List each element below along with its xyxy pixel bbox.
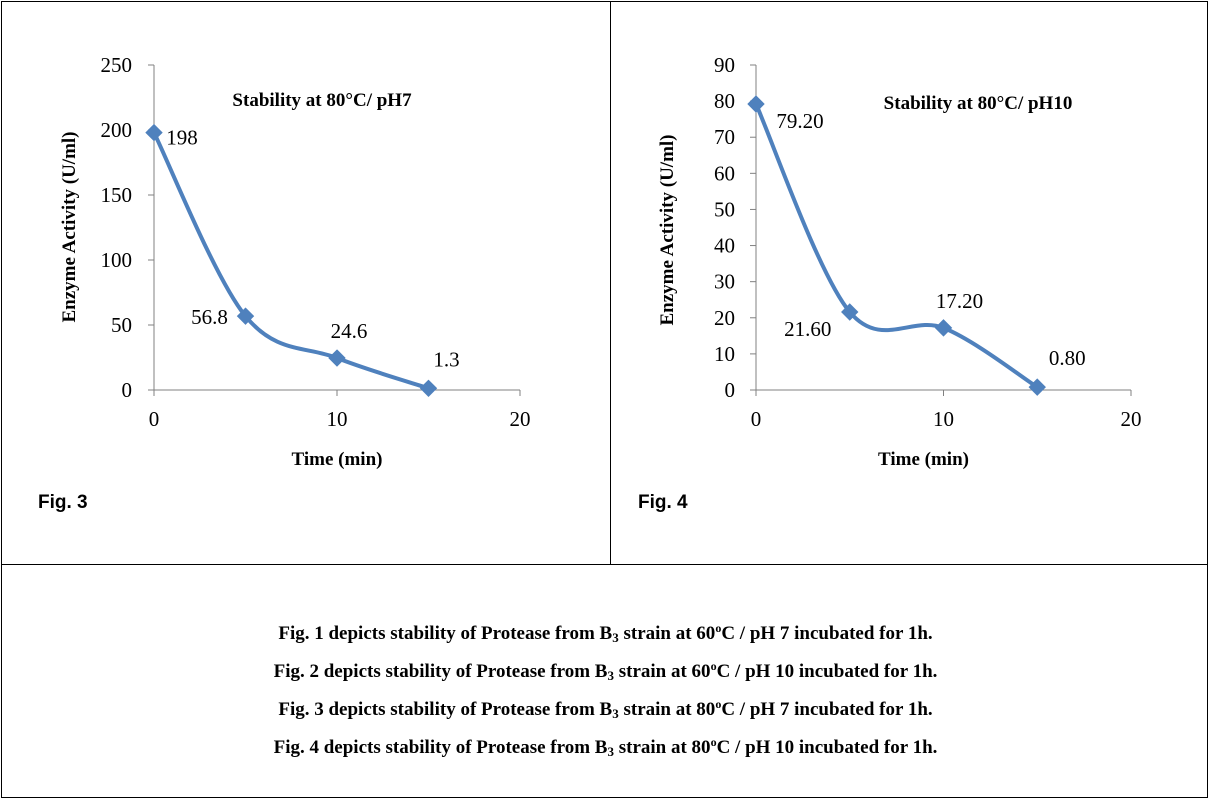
caption-line: Fig. 1 depicts stability of Protease fro… [278,621,933,645]
figure-label-4: Fig. 4 [638,492,688,513]
caption-list: Fig. 1 depicts stability of Protease fro… [2,615,1209,767]
data-point-marker [328,349,346,367]
y-tick-label: 0 [725,378,736,402]
x-tick-label: 20 [510,407,531,431]
y-axis-title: Enzyme Activity (U/ml) [59,131,80,322]
caption-line: Fig. 4 depicts stability of Protease fro… [273,735,938,759]
y-tick-label: 0 [122,378,133,402]
data-label: 21.60 [784,317,831,341]
y-tick-label: 250 [101,53,133,77]
chart-title: Stability at 80°C/ pH7 [232,90,412,111]
data-label: 198 [166,126,198,150]
x-tick-label: 0 [149,407,160,431]
data-point-marker [236,307,255,325]
data-label: 0.80 [1049,346,1086,370]
data-point-marker [934,319,953,337]
data-point-marker [841,303,859,321]
y-tick-label: 100 [101,248,133,272]
x-tick-label: 0 [751,407,762,431]
y-axis-title: Enzyme Activity (U/ml) [657,134,678,325]
data-point-marker [1028,378,1046,396]
caption-cell: Fig. 1 depicts stability of Protease fro… [1,564,1208,798]
series-line [152,130,431,391]
x-tick-label: 10 [327,407,348,431]
chart-title: Stability at 80°C/ pH10 [884,93,1073,114]
figure-cell-3: 0 50 100 150 200 250 0 10 20 Time (min) Enzyme Act… [1,1,611,565]
x-tick-label: 20 [1121,407,1142,431]
y-tick-label: 30 [714,270,735,294]
data-label: 1.3 [433,347,459,371]
chart-fig-4: 0 10 20 30 40 50 60 70 80 90 0 10 20 Time (min) Enzyme… [657,53,1142,470]
data-point-marker [419,379,438,398]
y-tick-label: 10 [714,342,735,366]
data-label: 56.8 [191,305,228,329]
data-point-marker [747,95,765,113]
y-tick-label: 150 [101,183,133,207]
figure-cell-4: 0 10 20 30 40 50 60 70 80 90 0 10 20 Time (min) Enzyme… [610,1,1208,565]
y-tick-label: 90 [714,53,735,77]
data-label: 24.6 [331,319,368,343]
y-tick-label: 50 [714,197,735,221]
data-label: 79.20 [776,109,823,133]
y-tick-label: 50 [111,313,132,337]
caption-line: Fig. 3 depicts stability of Protease fro… [278,697,933,721]
y-tick-label: 60 [714,161,735,185]
y-tick-label: 200 [101,118,133,142]
chart-fig-3: 0 50 100 150 200 250 0 10 20 Time (min) Enzyme Act… [59,53,531,470]
y-tick-label: 40 [714,234,735,258]
x-axis-title: Time (min) [292,449,383,470]
y-tick-label: 80 [714,89,735,113]
data-point-marker [145,123,163,142]
y-tick-label: 70 [714,125,735,149]
x-tick-label: 10 [933,407,954,431]
series-line [754,102,1040,390]
caption-line: Fig. 2 depicts stability of Protease fro… [273,659,938,683]
x-axis-title: Time (min) [878,449,969,470]
y-tick-label: 20 [714,306,735,330]
figure-label-3: Fig. 3 [38,492,88,513]
data-label: 17.20 [936,289,983,313]
